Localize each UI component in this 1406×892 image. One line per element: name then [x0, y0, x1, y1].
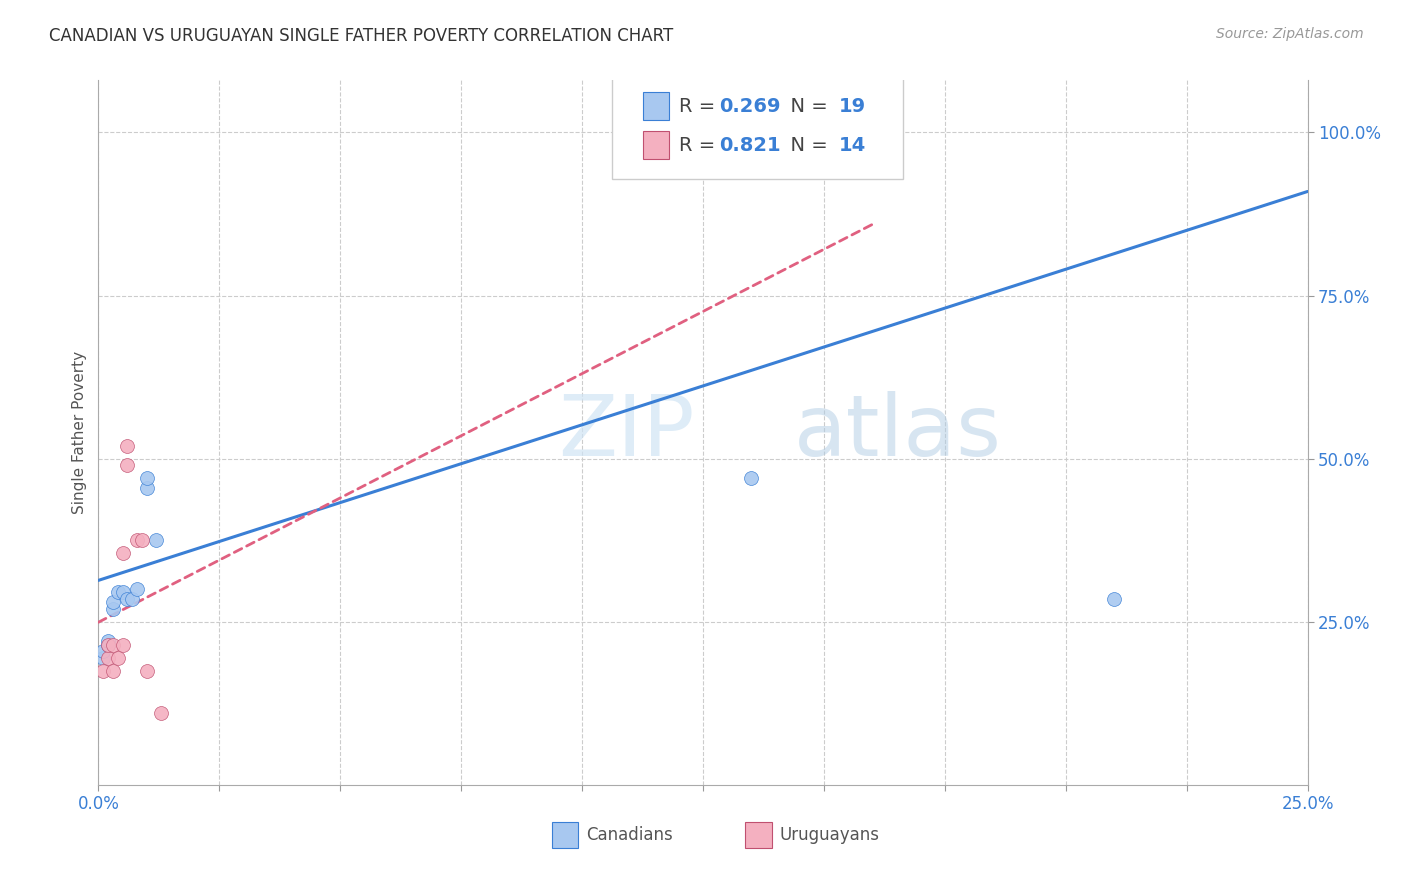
Text: R =: R =	[679, 136, 721, 154]
Point	[97, 638, 120, 652]
Point	[101, 638, 124, 652]
Point	[97, 638, 120, 652]
Point	[117, 439, 139, 453]
Point	[610, 145, 633, 159]
Point	[107, 650, 129, 665]
FancyBboxPatch shape	[745, 822, 772, 848]
Point	[135, 481, 157, 495]
FancyBboxPatch shape	[643, 131, 669, 159]
FancyBboxPatch shape	[643, 92, 669, 120]
Point	[145, 533, 167, 548]
Point	[127, 582, 149, 597]
Point	[668, 145, 690, 159]
Y-axis label: Single Father Poverty: Single Father Poverty	[72, 351, 87, 514]
Point	[101, 602, 124, 616]
Point	[101, 595, 124, 609]
Text: Canadians: Canadians	[586, 826, 672, 844]
Text: Uruguayans: Uruguayans	[779, 826, 879, 844]
Point	[111, 638, 134, 652]
Text: N =: N =	[778, 97, 834, 116]
Point	[101, 664, 124, 678]
Text: N =: N =	[778, 136, 834, 154]
Point	[135, 664, 157, 678]
Text: ZIP: ZIP	[558, 391, 695, 475]
Point	[150, 706, 173, 721]
Point	[131, 533, 153, 548]
Text: 14: 14	[838, 136, 866, 154]
Point	[91, 664, 114, 678]
Text: 0.821: 0.821	[718, 136, 780, 154]
Point	[91, 650, 114, 665]
Point	[97, 634, 120, 648]
Point	[1102, 592, 1125, 607]
FancyBboxPatch shape	[613, 73, 903, 179]
Point	[117, 592, 139, 607]
Point	[111, 585, 134, 599]
Text: R =: R =	[679, 97, 721, 116]
Text: Source: ZipAtlas.com: Source: ZipAtlas.com	[1216, 27, 1364, 41]
Point	[716, 145, 738, 159]
Point	[121, 592, 143, 607]
Point	[111, 546, 134, 560]
Text: atlas: atlas	[793, 391, 1001, 475]
Text: 0.269: 0.269	[718, 97, 780, 116]
Point	[107, 585, 129, 599]
Text: CANADIAN VS URUGUAYAN SINGLE FATHER POVERTY CORRELATION CHART: CANADIAN VS URUGUAYAN SINGLE FATHER POVE…	[49, 27, 673, 45]
Point	[135, 471, 157, 485]
Point	[97, 650, 120, 665]
Text: 19: 19	[838, 97, 866, 116]
Point	[740, 471, 762, 485]
FancyBboxPatch shape	[551, 822, 578, 848]
Point	[91, 644, 114, 658]
Point	[127, 533, 149, 548]
Point	[117, 458, 139, 473]
